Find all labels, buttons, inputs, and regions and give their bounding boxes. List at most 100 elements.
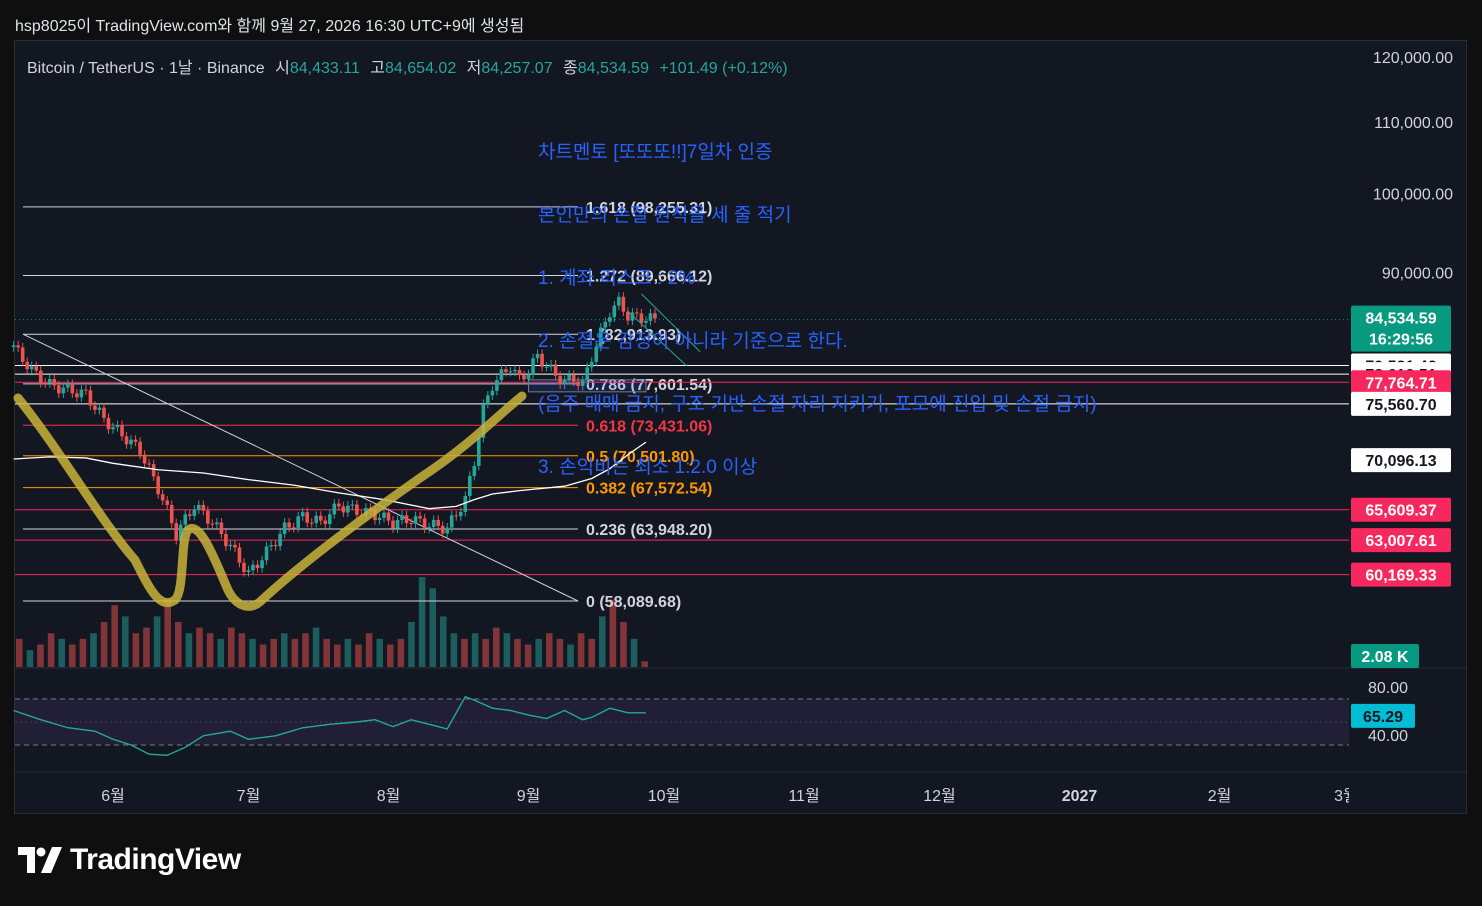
candle-body [88, 390, 93, 406]
candle-body [16, 345, 20, 348]
price-label-box [1351, 562, 1451, 587]
volume-label-box [1351, 644, 1419, 668]
candle-body [431, 519, 436, 528]
change-value: +101.49 (+0.12%) [659, 60, 788, 77]
candle-body [499, 369, 504, 381]
candle-body [608, 317, 612, 322]
symbol-info-line[interactable]: Bitcoin / TetherUS · 1날 · Binance 시84,43… [27, 54, 788, 78]
candle-body [458, 511, 463, 517]
time-axis-tick: 3월 [1334, 787, 1358, 805]
candle-body [400, 515, 404, 520]
volume-bar [609, 599, 617, 667]
text-note[interactable]: 차트멘토 [또또또!!]7일차 인증 본인만의 손절 원칙을 세 줄 적기 1.… [538, 100, 1097, 499]
volume-bar [238, 633, 246, 667]
price-axis-tick: 100,000.00 [1373, 187, 1453, 204]
candle-body [332, 503, 337, 515]
candle-body [350, 504, 355, 506]
candle-body [472, 465, 477, 476]
moving-average-line [13, 441, 647, 510]
note-line: (음주 매매 금지, 구조 기반 손절 자리 지키기, 포모에 진입 및 손절 … [538, 394, 1097, 415]
candle-body [603, 321, 608, 328]
time-axis-tick: 11월 [788, 787, 819, 805]
candle-body [531, 358, 535, 375]
price-label-box [1351, 305, 1451, 352]
volume-bar [122, 616, 129, 667]
low-label: 저 [466, 60, 482, 77]
note-line: 1. 계좌 리스크 : 2% [538, 268, 696, 289]
volume-bar [630, 638, 638, 667]
candle-body [291, 527, 296, 529]
candle-body [282, 522, 287, 534]
candle-body [70, 383, 75, 394]
candle-body [75, 393, 79, 398]
price-axis-tick: 120,000.00 [1373, 50, 1453, 67]
volume-bar [58, 638, 65, 667]
volume-bar [461, 638, 468, 667]
volume-bar [143, 627, 150, 667]
volume-bar [471, 633, 479, 667]
note-line: 차트멘토 [또또또!!]7일차 인증 [538, 142, 773, 163]
candle-body [540, 353, 544, 367]
note-line: 본인만의 손절 원칙을 세 줄 적기 [538, 205, 792, 226]
volume-bar [387, 644, 394, 667]
candle-body [237, 547, 242, 563]
volume-bar [153, 616, 161, 667]
time-axis-tick: 2027 [1062, 788, 1098, 805]
rsi-lower-label: 40.00 [1368, 728, 1408, 745]
candle-body [124, 436, 129, 445]
candle-body [526, 374, 531, 380]
candle-body [165, 500, 169, 506]
candle-body [233, 544, 237, 548]
candle-body [133, 439, 138, 442]
volume-bar [16, 638, 23, 667]
rsi-line [13, 695, 646, 757]
volume-bar [365, 633, 373, 667]
high-label: 고 [370, 60, 386, 77]
candle-body [38, 370, 43, 383]
price-label-text: 77,764.71 [1365, 375, 1436, 392]
price-label-countdown: 16:29:56 [1369, 332, 1433, 349]
candle-body [522, 375, 526, 380]
tradingview-logo[interactable]: TradingView [18, 842, 241, 878]
volume-bar [69, 644, 76, 667]
time-axis-tick: 8월 [377, 787, 401, 805]
candle-body [151, 464, 156, 477]
rsi-value-box [1351, 703, 1415, 728]
volume-bar [482, 638, 489, 667]
open-value: 84,433.11 [289, 60, 360, 77]
candle-body [386, 512, 391, 521]
candle-body [269, 544, 273, 547]
candle-body [355, 504, 359, 515]
volume-bar [577, 633, 585, 667]
volume-bar [323, 638, 330, 667]
volume-bar [334, 644, 341, 667]
price-label-text: 60,169.33 [1365, 568, 1436, 585]
channel-line [641, 293, 701, 353]
symbol-name[interactable]: Bitcoin / TetherUS · 1날 · Binance [27, 60, 265, 77]
time-axis-tick: 12월 [923, 787, 956, 805]
candle-body [467, 475, 472, 496]
candle-body [477, 437, 481, 466]
fib-level-label: 1.272 (89,666.12) [586, 268, 712, 285]
rsi-band [15, 699, 1349, 745]
fib-level-label: 0.618 (73,431.06) [586, 418, 712, 435]
candle-body [106, 417, 111, 430]
candle-body [160, 494, 165, 501]
candle-body [580, 380, 585, 386]
volume-bar [185, 633, 193, 667]
volume-bar [90, 633, 97, 667]
volume-bar [546, 633, 553, 667]
candle-body [187, 514, 192, 516]
candle-body [562, 379, 567, 385]
candle-body [25, 361, 29, 370]
candle-body [594, 346, 599, 362]
candle-body [300, 512, 305, 517]
chart-frame[interactable] [14, 40, 1467, 814]
volume-bar [37, 644, 44, 667]
candle-body [246, 570, 251, 573]
candle-body [305, 512, 310, 523]
candle-body [463, 495, 468, 512]
candle-body [486, 395, 490, 404]
time-axis-tick: 10월 [648, 787, 681, 805]
